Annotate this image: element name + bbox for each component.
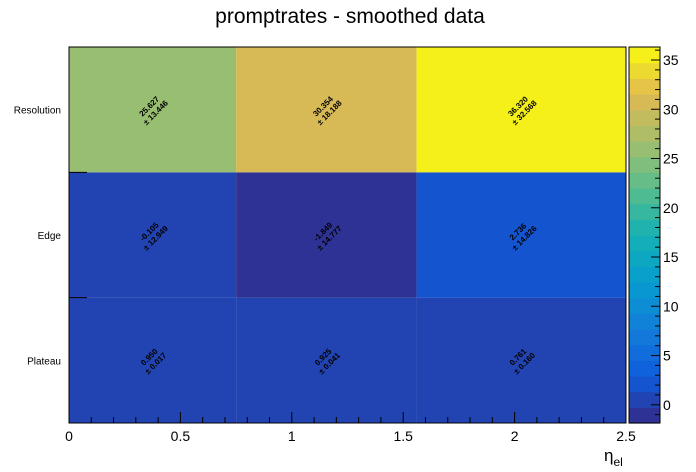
colorbar-tick-label: 35 xyxy=(663,52,679,68)
colorbar-bin xyxy=(629,266,660,283)
heatmap-cell xyxy=(416,47,626,173)
colorbar-bin xyxy=(629,172,660,189)
y-category-label: Edge xyxy=(38,231,62,242)
colorbar-tick-label: 10 xyxy=(663,298,679,314)
colorbar-tick-label: 30 xyxy=(663,101,679,117)
y-axis: Plateau Edge Resolution xyxy=(14,46,87,424)
heatmap-cell xyxy=(69,47,237,173)
x-tick-label: 0 xyxy=(65,428,73,444)
color-bar: 0 5 10 15 20 25 30 35 xyxy=(628,46,679,424)
heatmap-cell xyxy=(416,297,626,423)
x-axis-label: ηel xyxy=(604,446,623,469)
colorbar-tick-label: 5 xyxy=(663,348,671,364)
colorbar-bin xyxy=(629,78,660,95)
colorbar-bin xyxy=(629,109,660,126)
colorbar-bin xyxy=(629,360,660,377)
colorbar-border xyxy=(628,46,661,424)
colorbar-bin xyxy=(629,62,660,79)
heatmap-cell xyxy=(416,172,626,298)
x-axis: 0 0.5 1 1.5 2 2.5 xyxy=(65,412,636,444)
colorbar-bin xyxy=(629,376,660,393)
colorbar-bin xyxy=(629,391,660,408)
heatmap-cells xyxy=(69,47,626,423)
x-tick-label: 1 xyxy=(288,428,296,444)
colorbar-bin xyxy=(629,188,660,205)
x-tick-label: 2 xyxy=(511,428,519,444)
plot-frame xyxy=(68,46,627,424)
x-tick-label: 2.5 xyxy=(616,428,636,444)
colorbar-tick-label: 15 xyxy=(663,249,679,265)
colorbar-bin xyxy=(629,313,660,330)
colorbar-bin xyxy=(629,94,660,111)
colorbar-bin xyxy=(629,219,660,236)
colorbar-bin xyxy=(629,141,660,158)
x-tick-label: 0.5 xyxy=(171,428,191,444)
heatmap-cell xyxy=(236,297,417,423)
heatmap-cell xyxy=(236,47,417,173)
y-category-label: Resolution xyxy=(14,106,61,117)
colorbar-bin xyxy=(629,125,660,142)
colorbar-tick-label: 20 xyxy=(663,200,679,216)
colorbar-bin xyxy=(629,344,660,361)
chart-title: promptrates - smoothed data xyxy=(215,5,485,28)
colorbar-bin xyxy=(629,297,660,314)
plot-border xyxy=(68,46,627,424)
colorbar-bin xyxy=(629,407,660,424)
x-tick-label: 1.5 xyxy=(393,428,413,444)
colorbar-bin xyxy=(629,250,660,267)
colorbar-bin xyxy=(629,235,660,252)
colorbar-bin xyxy=(629,282,660,299)
colorbar-tick-label: 25 xyxy=(663,151,679,167)
colorbar-bin xyxy=(629,329,660,346)
colorbar-tick-label: 0 xyxy=(663,397,671,413)
colorbar-bin xyxy=(629,47,660,64)
heatmap-cell xyxy=(69,297,237,423)
heatmap-cell xyxy=(236,172,417,298)
colorbar-bin xyxy=(629,156,660,173)
heatmap-cell xyxy=(69,172,237,298)
y-category-label: Plateau xyxy=(27,356,61,367)
